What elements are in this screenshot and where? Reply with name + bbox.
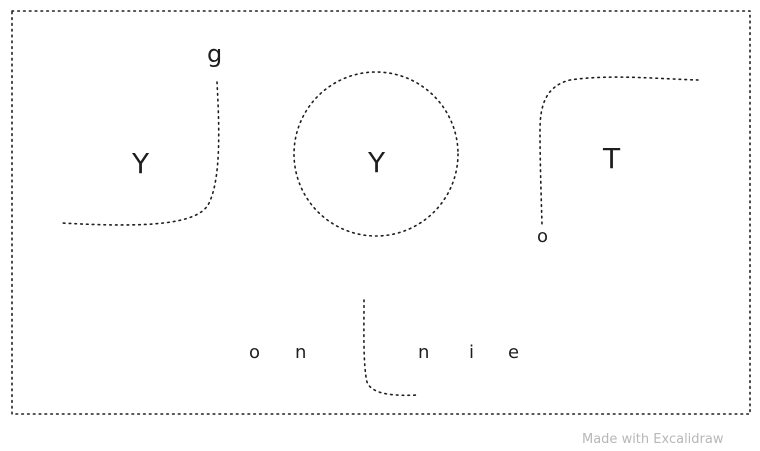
left-main-letter: Y (131, 147, 150, 180)
right-main-letter: T (602, 142, 621, 175)
excalidraw-watermark: Made with Excalidraw (582, 432, 724, 447)
left-bracket-line (61, 81, 220, 226)
bottom-letter-4: i (469, 342, 474, 363)
center-circle (293, 71, 459, 237)
right-tail-letter: o (537, 226, 548, 247)
bottom-letter-1: o (249, 342, 260, 363)
outer-frame (11, 10, 751, 415)
bottom-letter-2: n (295, 342, 306, 363)
bottom-letter-3: n (418, 342, 429, 363)
left-tail-letter: g (207, 40, 222, 68)
right-hook-line (539, 76, 699, 226)
bottom-letter-5: e (508, 342, 519, 363)
center-main-letter: Y (367, 146, 386, 179)
bottom-divider-line (363, 299, 419, 397)
